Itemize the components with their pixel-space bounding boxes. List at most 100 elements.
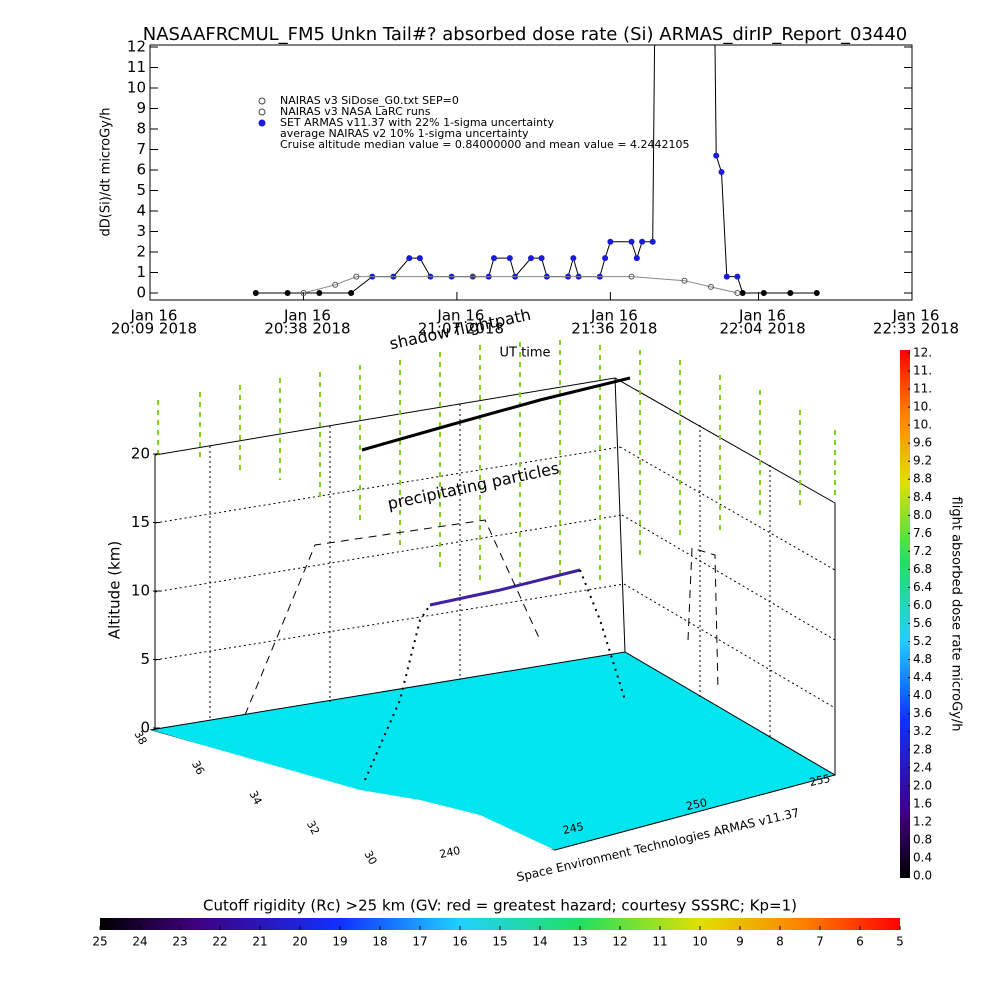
- data-point: [570, 255, 577, 262]
- rigidity-tick-label: 23: [172, 935, 187, 949]
- data-point: [739, 290, 746, 296]
- data-point: [813, 290, 820, 296]
- rigidity-tick-label: 5: [896, 935, 904, 949]
- rigidity-tick-label: 18: [372, 935, 387, 949]
- data-point: [316, 290, 323, 296]
- data-point: [633, 255, 640, 262]
- data-point: [490, 255, 497, 262]
- dose-tick-label: 7.6: [913, 526, 932, 540]
- y-tick-label: 8: [136, 120, 146, 138]
- data-point: [707, 283, 714, 290]
- x-tick-label: Jan 16: [892, 307, 940, 325]
- data-point: [607, 238, 614, 245]
- x-tick-label: 22:04 2018: [719, 320, 805, 338]
- lon-tick-label: 240: [438, 844, 461, 861]
- data-point: [406, 255, 413, 262]
- data-point: [284, 290, 291, 296]
- z-tick-label: 0: [140, 719, 150, 737]
- dose-tick-label: 10.: [913, 400, 932, 414]
- plot-frame: [149, 44, 913, 301]
- data-point: [649, 238, 656, 245]
- data-point: [713, 152, 720, 159]
- shadow-curtain: [244, 519, 541, 716]
- y-tick-label: 2: [136, 243, 146, 261]
- rigidity-tick-label: 13: [572, 935, 587, 949]
- dose-tick-label: 8.4: [913, 490, 932, 504]
- dose-tick-label: 0.8: [913, 832, 932, 846]
- lon-tick-label: 255: [808, 772, 831, 789]
- x-tick-label: Jan 16: [738, 307, 786, 325]
- plot-3d: [149, 340, 837, 851]
- rigidity-tick-label: 15: [492, 935, 507, 949]
- dose-tick-label: 8.8: [913, 472, 932, 486]
- dose-tick-label: 1.6: [913, 796, 932, 810]
- dose-tick-label: 6.0: [913, 598, 932, 612]
- rigidity-tick-label: 25: [92, 935, 107, 949]
- data-point: [718, 169, 725, 176]
- shadow-flightpath: [361, 376, 631, 452]
- y-tick-label: 11: [127, 58, 146, 76]
- lat-tick-label: 36: [189, 759, 207, 777]
- dose-tick-label: 2.4: [913, 760, 932, 774]
- data-point: [528, 255, 534, 262]
- y-tick-label: 4: [136, 202, 146, 220]
- rigidity-tick-label: 12: [612, 935, 627, 949]
- precipitating-particles: [157, 340, 836, 590]
- data-point: [348, 290, 355, 296]
- dose-tick-label: 4.0: [913, 688, 932, 702]
- dose-tick-label: 11.: [913, 364, 932, 378]
- data-point: [734, 290, 741, 296]
- data-point: [469, 273, 476, 280]
- rigidity-tick-label: 19: [332, 935, 347, 949]
- dose-tick-label: 6.8: [913, 562, 932, 576]
- legend-entry: Cruise altitude median value = 0.8400000…: [280, 138, 690, 151]
- legend-marker: [258, 108, 266, 116]
- dose-colorbar: [900, 350, 910, 878]
- rigidity-tick-label: 16: [452, 935, 467, 949]
- z-tick-label: 5: [140, 650, 150, 668]
- dose-tick-label: 4.4: [913, 670, 932, 684]
- dose-tick-label: 0.0: [913, 869, 932, 883]
- dose-tick-label: 6.4: [913, 580, 932, 594]
- rigidity-colorbar-label: Cutoff rigidity (Rc) >25 km (GV: red = g…: [203, 897, 797, 915]
- legend-entry: SET ARMAS v11.37 with 22% 1-sigma uncert…: [280, 116, 554, 129]
- lat-tick-label: 30: [361, 849, 379, 867]
- dose-tick-label: 3.6: [913, 706, 932, 720]
- dose-tick-label: 10.: [913, 418, 932, 432]
- data-point: [538, 255, 545, 262]
- x-tick-label: Jan 16: [283, 307, 331, 325]
- data-point: [300, 290, 307, 296]
- shadow-curtain: [687, 547, 719, 691]
- x-tick-label: Jan 16: [436, 307, 484, 325]
- dose-tick-label: 0.4: [913, 850, 932, 864]
- rigidity-tick-label: 6: [856, 935, 864, 949]
- dose-tick-label: 4.8: [913, 652, 932, 666]
- y-tick-label: 0: [136, 284, 146, 302]
- data-point: [628, 273, 635, 280]
- x-tick-label: Jan 16: [590, 307, 638, 325]
- flight-track: [429, 568, 581, 607]
- dose-colorbar-label: flight absorbed dose rate microGy/h: [949, 497, 964, 732]
- data-point: [639, 238, 646, 245]
- lon-tick-label: 245: [562, 820, 585, 837]
- x-tick-label: 20:09 2018: [111, 320, 197, 338]
- dose-tick-label: 12.: [913, 346, 932, 360]
- rigidity-tick-label: 20: [292, 935, 307, 949]
- data-point: [602, 255, 609, 262]
- z-tick-label: 20: [131, 445, 150, 463]
- dose-tick-label: 8.0: [913, 508, 932, 522]
- box-edge: [154, 377, 836, 775]
- x-tick-label: 21:07 2018: [418, 320, 504, 338]
- legend-entry: NAIRAS v3 NASA LaRC runs: [280, 105, 431, 118]
- rigidity-tick-label: 21: [252, 935, 267, 949]
- x-tick-label: 20:38 2018: [264, 320, 350, 338]
- y-tick-label: 1: [136, 263, 146, 281]
- y-tick-label: 3: [136, 222, 146, 240]
- data-point: [506, 255, 513, 262]
- ocean: [150, 730, 555, 850]
- rigidity-tick-label: 24: [132, 935, 147, 949]
- x-axis-label: UT time: [500, 346, 551, 361]
- series-line: [303, 276, 738, 294]
